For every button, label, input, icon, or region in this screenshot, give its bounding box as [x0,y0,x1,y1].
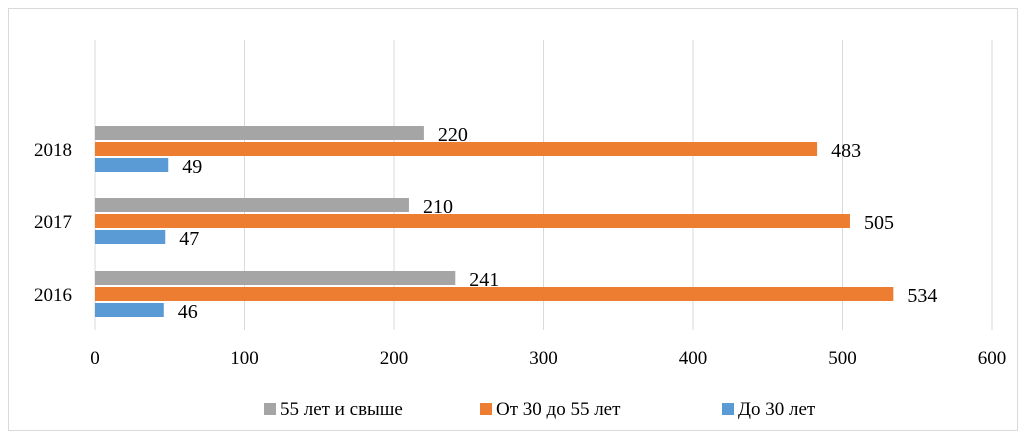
bar-2016-0 [95,303,164,317]
bar-2017-1 [95,214,850,228]
y-tick-label: 2016 [34,285,72,306]
bar-2018-2 [95,126,424,140]
legend-label: 55 лет и свыше [280,399,403,420]
x-tick-label: 0 [90,348,100,369]
legend-label: До 30 лет [738,399,816,420]
bars [95,126,894,317]
x-axis: 0 100 200 300 400 500 600 [90,348,1006,369]
bar-2018-0 [95,158,169,172]
gridlines [94,40,993,330]
x-tick-label: 300 [529,348,558,369]
data-label: 47 [179,228,199,250]
x-tick-label: 600 [978,348,1007,369]
legend: 55 лет и свыше От 30 до 55 лет До 30 лет [264,399,816,420]
x-tick-label: 400 [679,348,708,369]
x-tick-label: 100 [230,348,259,369]
data-label: 210 [423,196,453,218]
data-label: 534 [907,285,937,307]
legend-label: От 30 до 55 лет [496,399,621,420]
data-labels: 46 534 241 47 505 210 49 483 220 [178,124,938,323]
x-tick-label: 200 [380,348,409,369]
x-tick-label: 500 [828,348,857,369]
y-tick-label: 2017 [34,212,72,233]
data-label: 505 [864,212,894,234]
bar-2017-2 [95,198,409,212]
legend-swatch [722,403,734,415]
bar-2016-2 [95,271,456,285]
y-tick-label: 2018 [34,140,72,161]
bar-2017-0 [95,230,166,244]
data-label: 49 [182,156,202,178]
legend-swatch [264,403,276,415]
data-label: 241 [469,269,499,291]
bar-2018-1 [95,142,818,156]
y-axis: 2016 2017 2018 [34,140,72,306]
data-label: 220 [438,124,468,146]
data-label: 46 [178,301,198,323]
bar-2016-1 [95,287,894,301]
data-label: 483 [831,140,861,162]
legend-swatch [480,403,492,415]
